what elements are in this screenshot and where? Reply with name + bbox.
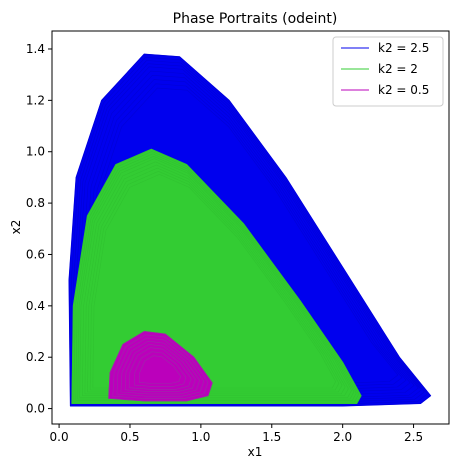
series-2-orbit	[73, 151, 359, 403]
x-tick-label: 0.0	[50, 430, 69, 444]
series-3	[108, 331, 213, 402]
series-1-orbit	[68, 53, 431, 407]
y-tick-label: 0.2	[26, 350, 45, 364]
y-tick-label: 1.2	[26, 93, 45, 107]
x-tick-label: 1.0	[191, 430, 210, 444]
y-tick-label: 0.4	[26, 299, 45, 313]
y-tick-label: 0.8	[26, 196, 45, 210]
plot-frame	[51, 30, 450, 425]
chart-title: Phase Portraits (odeint)	[173, 11, 338, 27]
series-layer	[68, 53, 432, 407]
series-3-orbit	[124, 344, 196, 392]
series-3-orbit	[139, 355, 181, 384]
series-2-orbit	[77, 156, 355, 400]
y-tick-label: 0.0	[26, 402, 45, 416]
x-tick-label: 0.5	[120, 430, 139, 444]
series-2-orbit	[79, 158, 352, 398]
y-tick-label: 0.6	[26, 247, 45, 261]
legend: k2 = 2.5 k2 = 2 k2 = 0.5	[332, 36, 444, 107]
legend-label: k2 = 2	[378, 62, 418, 76]
legend-label: k2 = 2.5	[378, 41, 429, 55]
series-3-orbit	[128, 347, 192, 390]
x-tick-label: 1.5	[262, 430, 281, 444]
y-tick-label: 1.0	[26, 145, 45, 159]
x-tick-label: 2.5	[404, 430, 423, 444]
series-3-orbit	[108, 331, 213, 402]
y-tick-label: 1.4	[26, 42, 45, 56]
series-3-orbit	[116, 337, 205, 397]
legend-box	[332, 36, 444, 107]
x-axis-title: x1	[248, 445, 263, 459]
y-axis: 0.0 0.2 0.4 0.6 0.8 1.0 1.2 1.4	[26, 42, 52, 416]
x-axis: 0.0 0.5 1.0 1.5 2.0 2.5	[50, 424, 423, 444]
series-3-orbit	[120, 340, 200, 395]
legend-label: k2 = 0.5	[378, 83, 429, 97]
y-axis-title: x2	[9, 220, 23, 235]
series-3-orbit	[112, 334, 209, 399]
series-3-orbit	[133, 351, 187, 387]
x-tick-label: 2.0	[333, 430, 352, 444]
series-2-orbit	[75, 153, 357, 401]
series-2-orbit	[71, 148, 362, 404]
